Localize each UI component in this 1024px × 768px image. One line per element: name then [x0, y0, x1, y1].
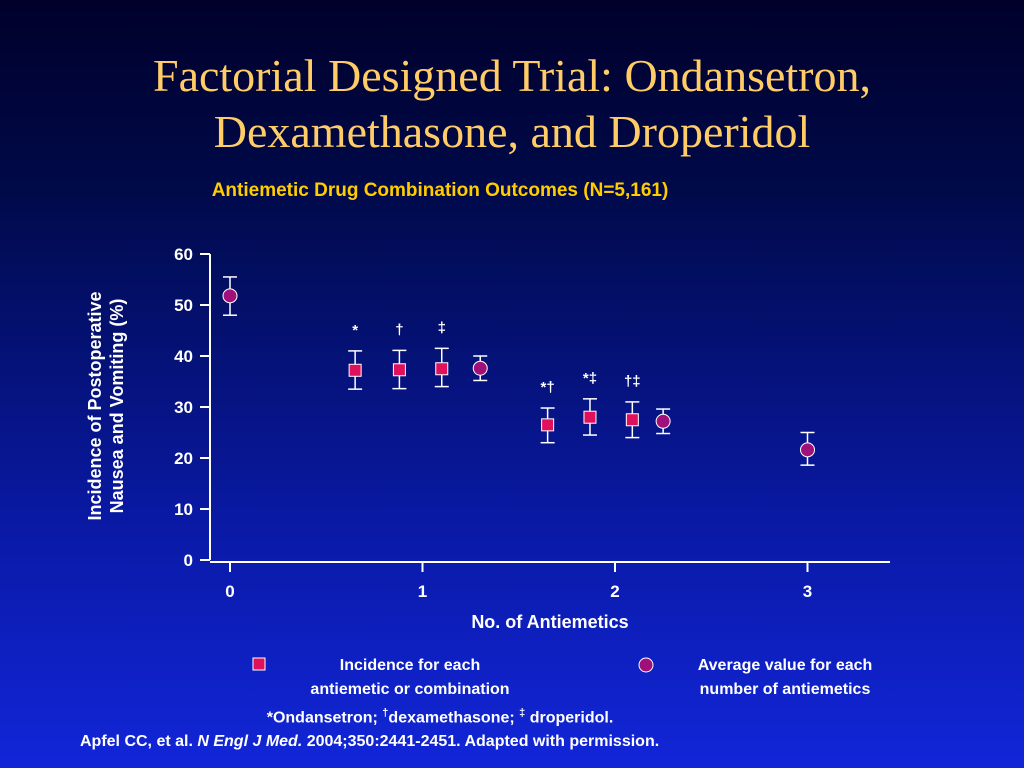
significance-label: †‡	[624, 373, 641, 390]
title-line-2: Dexamethasone, and Droperidol	[213, 106, 811, 157]
citation: Apfel CC, et al. N Engl J Med. 2004;350:…	[80, 733, 659, 751]
significance-label: †	[395, 321, 403, 338]
data-point: †‡	[624, 373, 641, 439]
citation-journal: N Engl J Med.	[197, 733, 303, 750]
circle-marker	[222, 288, 238, 304]
footnote-droperidol: droperidol.	[525, 709, 614, 727]
x-tick-label: 2	[610, 582, 619, 601]
significance-label: *†	[541, 379, 555, 396]
citation-details: 2004;350:2441-2451. Adapted with permiss…	[302, 733, 660, 750]
x-tick-label: 3	[803, 582, 812, 601]
citation-authors: Apfel CC, et al.	[80, 733, 198, 750]
data-point: †	[392, 321, 407, 390]
slide-title: Factorial Designed Trial: Ondansetron, D…	[0, 48, 1024, 160]
significance-label: *	[352, 322, 358, 339]
legend-square-line-1: Incidence for each	[339, 657, 481, 674]
legend-square-marker	[252, 657, 266, 671]
x-axis-label: No. of Antiemetics	[471, 612, 629, 632]
data-point	[222, 276, 238, 316]
chart-marks: * † ‡*†*‡ †‡	[222, 276, 815, 466]
chart-axes: 0 10 20 30 40 50 60 0 1 2 3	[174, 245, 890, 601]
circle-marker	[655, 413, 671, 429]
square-marker	[348, 363, 362, 377]
y-tick-label: 60	[174, 245, 193, 264]
footnote-ondansetron: *Ondansetron;	[266, 709, 383, 727]
data-point: *‡	[583, 370, 597, 436]
y-axis-label-line-1: Incidence of Postoperative	[85, 291, 105, 521]
significance-label: *‡	[583, 370, 597, 387]
significance-label: ‡	[438, 319, 446, 336]
title-line-1: Factorial Designed Trial: Ondansetron,	[152, 50, 871, 101]
square-marker	[541, 418, 555, 432]
circle-marker	[472, 360, 488, 376]
square-marker	[583, 410, 597, 424]
y-axis-label-line-2: Nausea and Vomiting (%)	[107, 298, 127, 514]
data-point	[800, 431, 815, 466]
y-tick-label: 0	[184, 551, 193, 570]
legend-circle-line-1: Average value for each	[697, 657, 873, 674]
y-tick-label: 20	[174, 449, 193, 468]
square-marker	[625, 413, 639, 427]
y-tick-label: 40	[174, 347, 193, 366]
square-marker	[392, 363, 406, 377]
square-marker	[435, 362, 449, 376]
y-tick-label: 50	[174, 296, 193, 315]
footnote-dagger: †	[382, 707, 389, 719]
x-tick-label: 1	[418, 582, 427, 601]
x-tick-label: 0	[225, 582, 234, 601]
footnote-double-dagger: ‡	[519, 707, 526, 719]
data-point	[655, 408, 671, 435]
y-tick-label: 30	[174, 398, 193, 417]
data-point: *†	[541, 379, 555, 444]
legend-circle-marker	[638, 657, 654, 673]
data-point	[472, 355, 488, 382]
data-point: *	[348, 322, 363, 390]
legend-square-label: Incidence for each antiemetic or combina…	[280, 654, 540, 702]
footnote: *Ondansetron; †dexamethasone; ‡ droperid…	[0, 707, 880, 727]
chart-subtitle: Antiemetic Drug Combination Outcomes (N=…	[211, 180, 669, 201]
legend-circle-line-2: number of antiemetics	[699, 681, 871, 698]
circle-marker	[800, 442, 815, 458]
legend-square-line-2: antiemetic or combination	[310, 681, 510, 698]
data-point: ‡	[434, 319, 449, 388]
y-tick-label: 10	[174, 500, 193, 519]
legend-circle-label: Average value for each number of antieme…	[660, 654, 910, 702]
footnote-dexamethasone: dexamethasone;	[388, 709, 520, 727]
